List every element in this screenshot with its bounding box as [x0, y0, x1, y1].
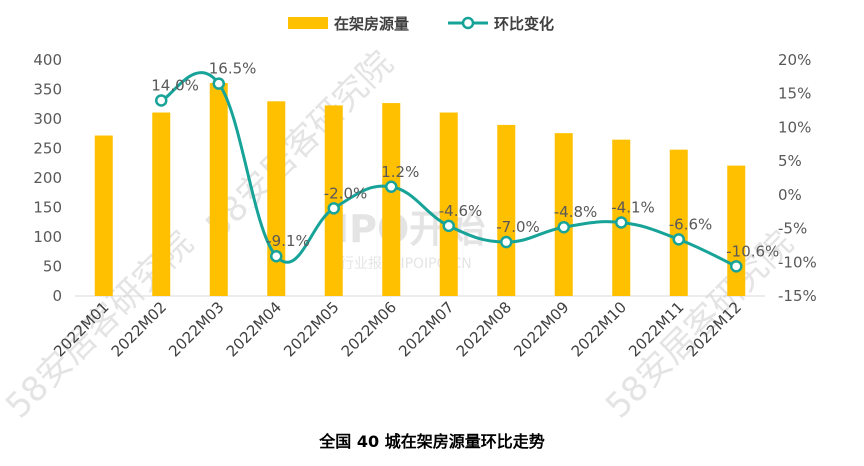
- line-point: [500, 235, 513, 249]
- line-point: [212, 77, 225, 90]
- line-point: [155, 94, 168, 107]
- line-data-label: 16.5%: [209, 60, 257, 78]
- legend-bar-swatch: [288, 17, 328, 29]
- bar: [669, 149, 688, 296]
- legend: 在架房源量 环比变化: [288, 15, 554, 33]
- bar: [727, 165, 746, 296]
- bar: [497, 124, 516, 297]
- left-tick-label: 350: [33, 81, 62, 99]
- x-tick-label: 2022M04: [223, 298, 285, 360]
- bar: [439, 112, 458, 296]
- line-point: [730, 260, 743, 273]
- watermark-text: 行业报告 IPOIPO.CN: [340, 256, 472, 272]
- line-point: [385, 180, 398, 194]
- left-tick-label: 50: [43, 258, 62, 276]
- line-point: [615, 216, 628, 229]
- line-point: [442, 219, 455, 233]
- x-tick-label: 2022M08: [453, 298, 515, 360]
- line-series: 14.0%16.5%-9.1%-2.0%1.2%-4.6%-7.0%-4.8% -…: [151, 60, 779, 273]
- line-data-label: -6.6%: [669, 215, 713, 233]
- line-data-label: -9.1%: [266, 232, 310, 250]
- left-tick-label: 200: [33, 169, 62, 187]
- bar: [382, 103, 401, 296]
- right-tick-label: 10%: [778, 118, 811, 136]
- left-tick-label: 300: [33, 110, 62, 128]
- right-tick-label: -5%: [778, 220, 807, 238]
- bar: [554, 133, 573, 296]
- line-point: [327, 202, 340, 215]
- watermark-text: IPO开始: [335, 207, 485, 251]
- legend-bar-label: 在架房源量: [334, 15, 409, 33]
- bar: [152, 112, 171, 296]
- line-data-label: -4.6%: [439, 202, 483, 220]
- line-data-label: -10.6%: [726, 242, 779, 260]
- line-data-label: -2.0%: [324, 184, 368, 202]
- line-point: [672, 233, 685, 246]
- x-tick-label: 2022M07: [395, 298, 457, 360]
- line-data-label: 1.2%: [381, 163, 419, 181]
- line-data-label: 14.0%: [151, 76, 199, 94]
- line-point: [270, 249, 283, 263]
- left-tick-label: 0: [52, 287, 62, 305]
- right-tick-label: 20%: [778, 51, 811, 69]
- x-tick-label: 2022M05: [280, 298, 342, 360]
- left-tick-label: 100: [33, 228, 62, 246]
- right-axis: -15% -10% -5% 0% 5% 10% 15% 20%: [778, 51, 817, 305]
- right-tick-label: 0%: [778, 186, 802, 204]
- bar: [94, 135, 113, 296]
- right-tick-label: 5%: [778, 152, 802, 170]
- legend-line-marker: [461, 16, 475, 30]
- x-tick-label: 2022M09: [510, 298, 572, 360]
- bar: [324, 105, 343, 297]
- right-tick-label: -15%: [778, 287, 817, 305]
- left-tick-label: 250: [33, 140, 62, 158]
- left-tick-label: 400: [33, 51, 62, 69]
- x-tick-label: 2022M06: [338, 298, 400, 360]
- bar: [209, 83, 228, 296]
- legend-line-label: 环比变化: [494, 15, 554, 33]
- line-point: [557, 220, 570, 234]
- left-axis: 0 50 100 150 200 250 300 350 400: [33, 51, 62, 305]
- x-tick-label: 2022M03: [165, 298, 227, 360]
- line-data-label: -4.1%: [611, 199, 655, 217]
- line-data-label: -7.0%: [496, 218, 540, 236]
- line-data-label: -4.8%: [554, 203, 598, 221]
- x-axis: 2022M012022M022022M032022M042022M052022M…: [50, 298, 745, 360]
- bar: [267, 101, 286, 296]
- right-tick-label: 15%: [778, 85, 811, 103]
- left-tick-label: 150: [33, 199, 62, 217]
- x-tick-label: 2022M10: [568, 298, 630, 360]
- chart-title: 全国 40 城在架房源量环比走势: [318, 432, 544, 451]
- right-tick-label: -10%: [778, 253, 817, 271]
